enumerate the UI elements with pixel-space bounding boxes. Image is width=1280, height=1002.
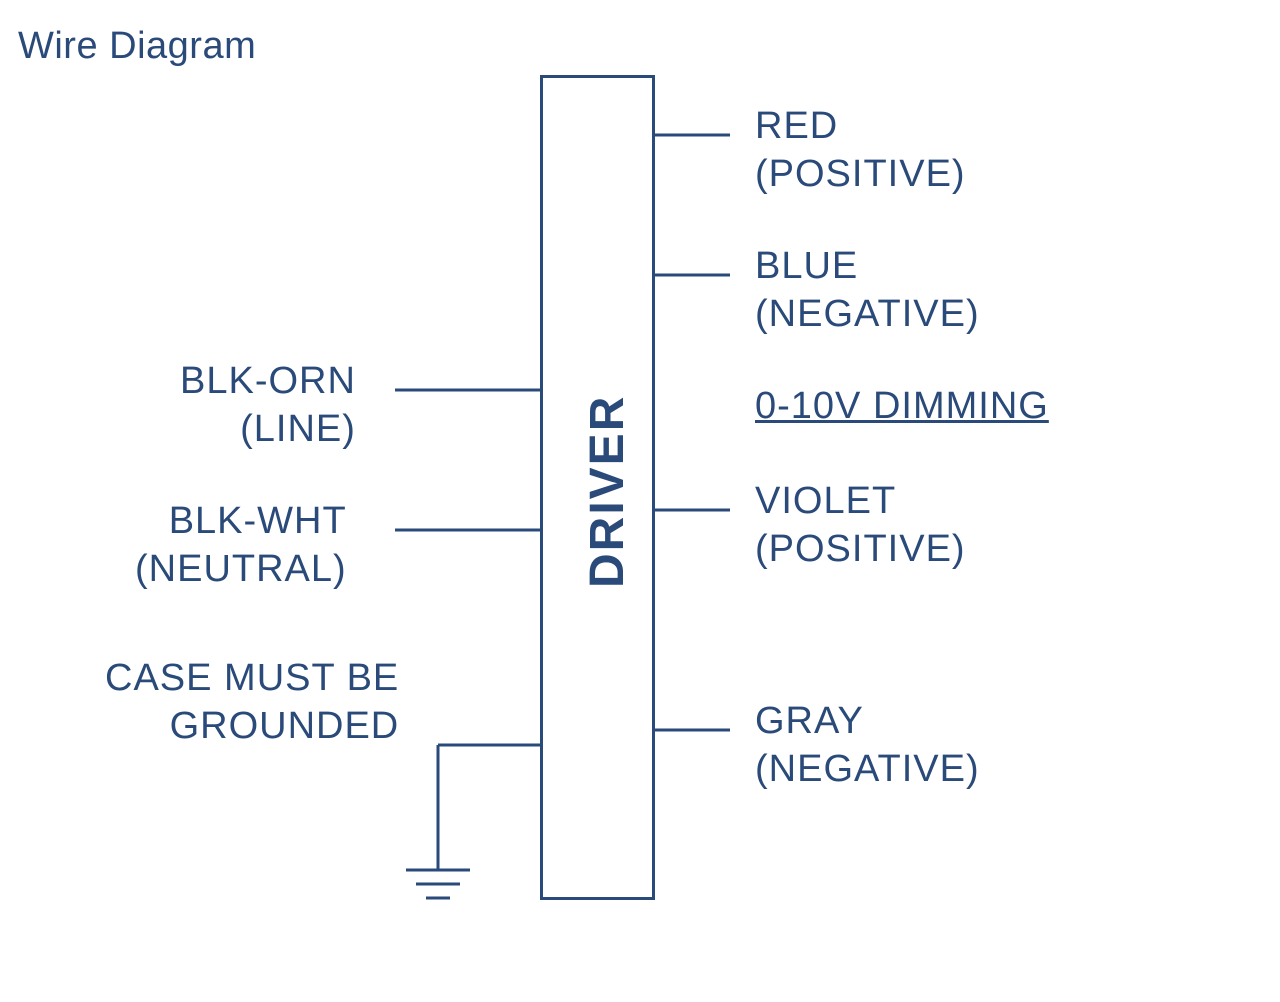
label-red-text2: (POSITIVE)	[755, 153, 966, 195]
label-line-text1: BLK-ORN	[180, 360, 356, 402]
label-ground: CASE MUST BE GROUNDED	[105, 655, 399, 750]
wire-diagram: Wire Diagram DRIVER BLK-ORN (LINE) BLK-W…	[0, 0, 1280, 1002]
label-violet-text2: (POSITIVE)	[755, 528, 966, 570]
label-blue-text2: (NEGATIVE)	[755, 293, 980, 335]
label-blue: BLUE (NEGATIVE)	[755, 243, 980, 338]
label-neutral: BLK-WHT (NEUTRAL)	[135, 498, 347, 593]
label-neutral-text2: (NEUTRAL)	[135, 548, 347, 590]
label-gray: GRAY (NEGATIVE)	[755, 698, 980, 793]
label-red: RED (POSITIVE)	[755, 103, 966, 198]
driver-label: DRIVER	[580, 394, 635, 587]
label-ground-text1: CASE MUST BE	[105, 657, 399, 699]
label-blue-text1: BLUE	[755, 245, 858, 287]
label-line-text2: (LINE)	[240, 408, 356, 450]
section-dimming: 0-10V DIMMING	[755, 385, 1049, 428]
label-violet-text1: VIOLET	[755, 480, 896, 522]
label-violet: VIOLET (POSITIVE)	[755, 478, 966, 573]
label-neutral-text1: BLK-WHT	[169, 500, 347, 542]
label-gray-text1: GRAY	[755, 700, 864, 742]
diagram-title: Wire Diagram	[18, 25, 256, 68]
label-red-text1: RED	[755, 105, 838, 147]
label-ground-text2: GROUNDED	[170, 705, 400, 747]
label-line: BLK-ORN (LINE)	[180, 358, 356, 453]
label-gray-text2: (NEGATIVE)	[755, 748, 980, 790]
